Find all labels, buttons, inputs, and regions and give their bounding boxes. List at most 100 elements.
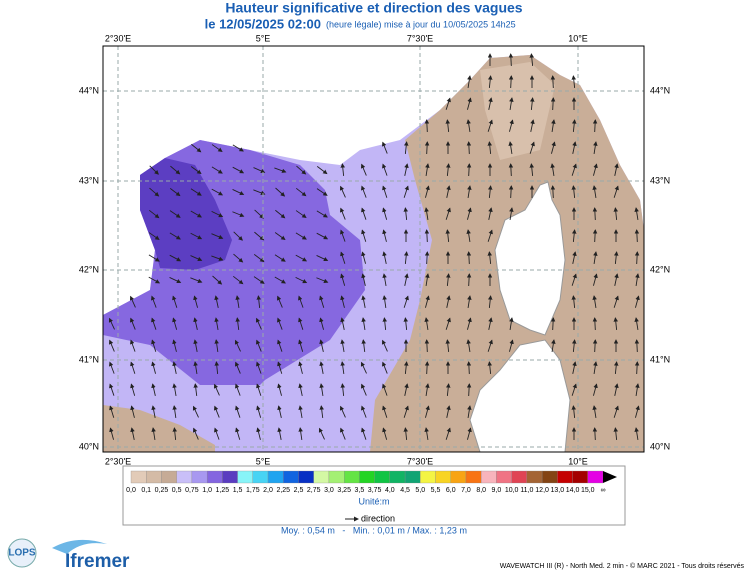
- wave-arrow: [316, 255, 329, 262]
- wave-arrow: [151, 383, 156, 396]
- wave-arrow: [256, 295, 261, 309]
- wave-arrow: [425, 273, 430, 286]
- wave-arrow: [340, 207, 346, 220]
- wave-arrow: [253, 167, 266, 174]
- wave-arrow: [593, 383, 598, 396]
- wave-arrow: [508, 185, 514, 199]
- wave-arrow: [614, 251, 619, 265]
- wave-arrow: [445, 97, 451, 110]
- wave-arrow: [256, 339, 262, 352]
- wave-arrow: [571, 405, 576, 419]
- wave-arrow: [613, 317, 618, 331]
- wave-arrow: [298, 427, 303, 441]
- wave-arrow: [212, 275, 223, 285]
- wave-arrow: [424, 141, 430, 155]
- wave-arrow: [340, 317, 345, 330]
- legend-swatch: [557, 470, 573, 484]
- wave-arrow: [382, 361, 388, 374]
- wave-arrow: [295, 276, 308, 284]
- wave-arrow: [571, 383, 577, 396]
- wave-arrow: [614, 273, 619, 286]
- map: [103, 46, 644, 452]
- wave-arrow: [446, 383, 451, 397]
- wave-arrow: [382, 251, 387, 264]
- logo-ifremer: Ifremer: [65, 551, 130, 572]
- wave-arrow: [424, 119, 430, 133]
- legend-label: 0,5: [172, 487, 182, 494]
- wave-arrow: [424, 361, 430, 375]
- wave-arrow: [466, 229, 471, 242]
- legend-label: 2,25: [276, 487, 290, 494]
- wave-arrow: [382, 273, 387, 286]
- wave-arrow: [232, 166, 245, 174]
- wave-arrow: [404, 163, 409, 176]
- wave-arrow: [190, 188, 202, 196]
- wave-arrow: [319, 405, 324, 419]
- wave-arrow: [151, 295, 157, 308]
- wave-arrow: [635, 383, 640, 396]
- legend-swatch: [146, 470, 162, 484]
- stats: Moy. : 0,54 m - Min. : 0,01 m / Max. : 1…: [281, 525, 467, 535]
- wave-arrow: [234, 339, 241, 352]
- wave-arrow: [193, 339, 198, 352]
- wave-arrow: [361, 295, 366, 308]
- wave-arrow: [340, 339, 345, 352]
- wave-arrow: [151, 427, 156, 440]
- legend-swatch: [572, 470, 588, 484]
- wave-arrow: [232, 144, 244, 152]
- wave-arrow: [340, 273, 346, 286]
- wave-arrow: [403, 295, 409, 308]
- wave-arrow: [233, 253, 244, 263]
- wave-arrow: [634, 361, 640, 375]
- wave-arrow: [466, 361, 472, 375]
- wave-arrow: [130, 383, 136, 396]
- wave-arrow: [488, 75, 493, 89]
- wave-arrow: [592, 427, 598, 441]
- wave-arrow: [172, 427, 177, 441]
- wave-arrow: [571, 75, 576, 89]
- wave-arrow: [593, 361, 598, 374]
- wave-arrow: [235, 427, 241, 440]
- wave-arrow: [592, 295, 597, 308]
- wave-arrow: [613, 185, 619, 198]
- wave-arrow: [295, 254, 308, 262]
- wave-arrow: [316, 232, 329, 240]
- wave-arrow: [274, 232, 286, 241]
- wave-arrow: [211, 166, 223, 174]
- wave-arrow: [360, 163, 367, 176]
- legend-swatch: [130, 470, 147, 484]
- wave-arrow: [572, 119, 577, 133]
- wave-arrow: [190, 277, 203, 283]
- wave-arrow: [151, 361, 156, 374]
- legend-label: 0,1: [141, 487, 151, 494]
- wave-arrow: [424, 207, 429, 220]
- wave-arrow: [424, 317, 429, 330]
- wave-arrow: [193, 361, 198, 374]
- wave-arrows: [108, 53, 640, 441]
- wave-arrow: [316, 188, 328, 196]
- wave-arrow: [425, 383, 430, 396]
- wave-arrow: [488, 295, 493, 309]
- legend-swatch: [191, 470, 208, 484]
- wave-arrow: [295, 210, 307, 218]
- legend-swatch: [283, 470, 299, 484]
- wave-arrow: [571, 273, 577, 286]
- wave-arrow: [232, 211, 245, 217]
- wave-arrow: [193, 317, 198, 330]
- legend-label: 0,25: [155, 487, 169, 494]
- wave-arrow: [613, 427, 618, 441]
- wave-arrow: [550, 185, 556, 199]
- wave-arrow: [340, 229, 346, 242]
- wave-arrow: [298, 317, 304, 330]
- wave-arrow: [487, 251, 492, 265]
- wave-arrow: [361, 251, 366, 264]
- wave-arrow: [109, 361, 115, 374]
- wave-arrow: [235, 383, 241, 396]
- wave-arrow: [340, 361, 345, 375]
- wave-arrow: [256, 361, 262, 374]
- wave-arrow: [339, 405, 346, 418]
- legend-swatch: [587, 470, 604, 484]
- graticule: [103, 46, 644, 452]
- wave-arrow: [550, 163, 555, 176]
- wave-arrow: [508, 75, 514, 89]
